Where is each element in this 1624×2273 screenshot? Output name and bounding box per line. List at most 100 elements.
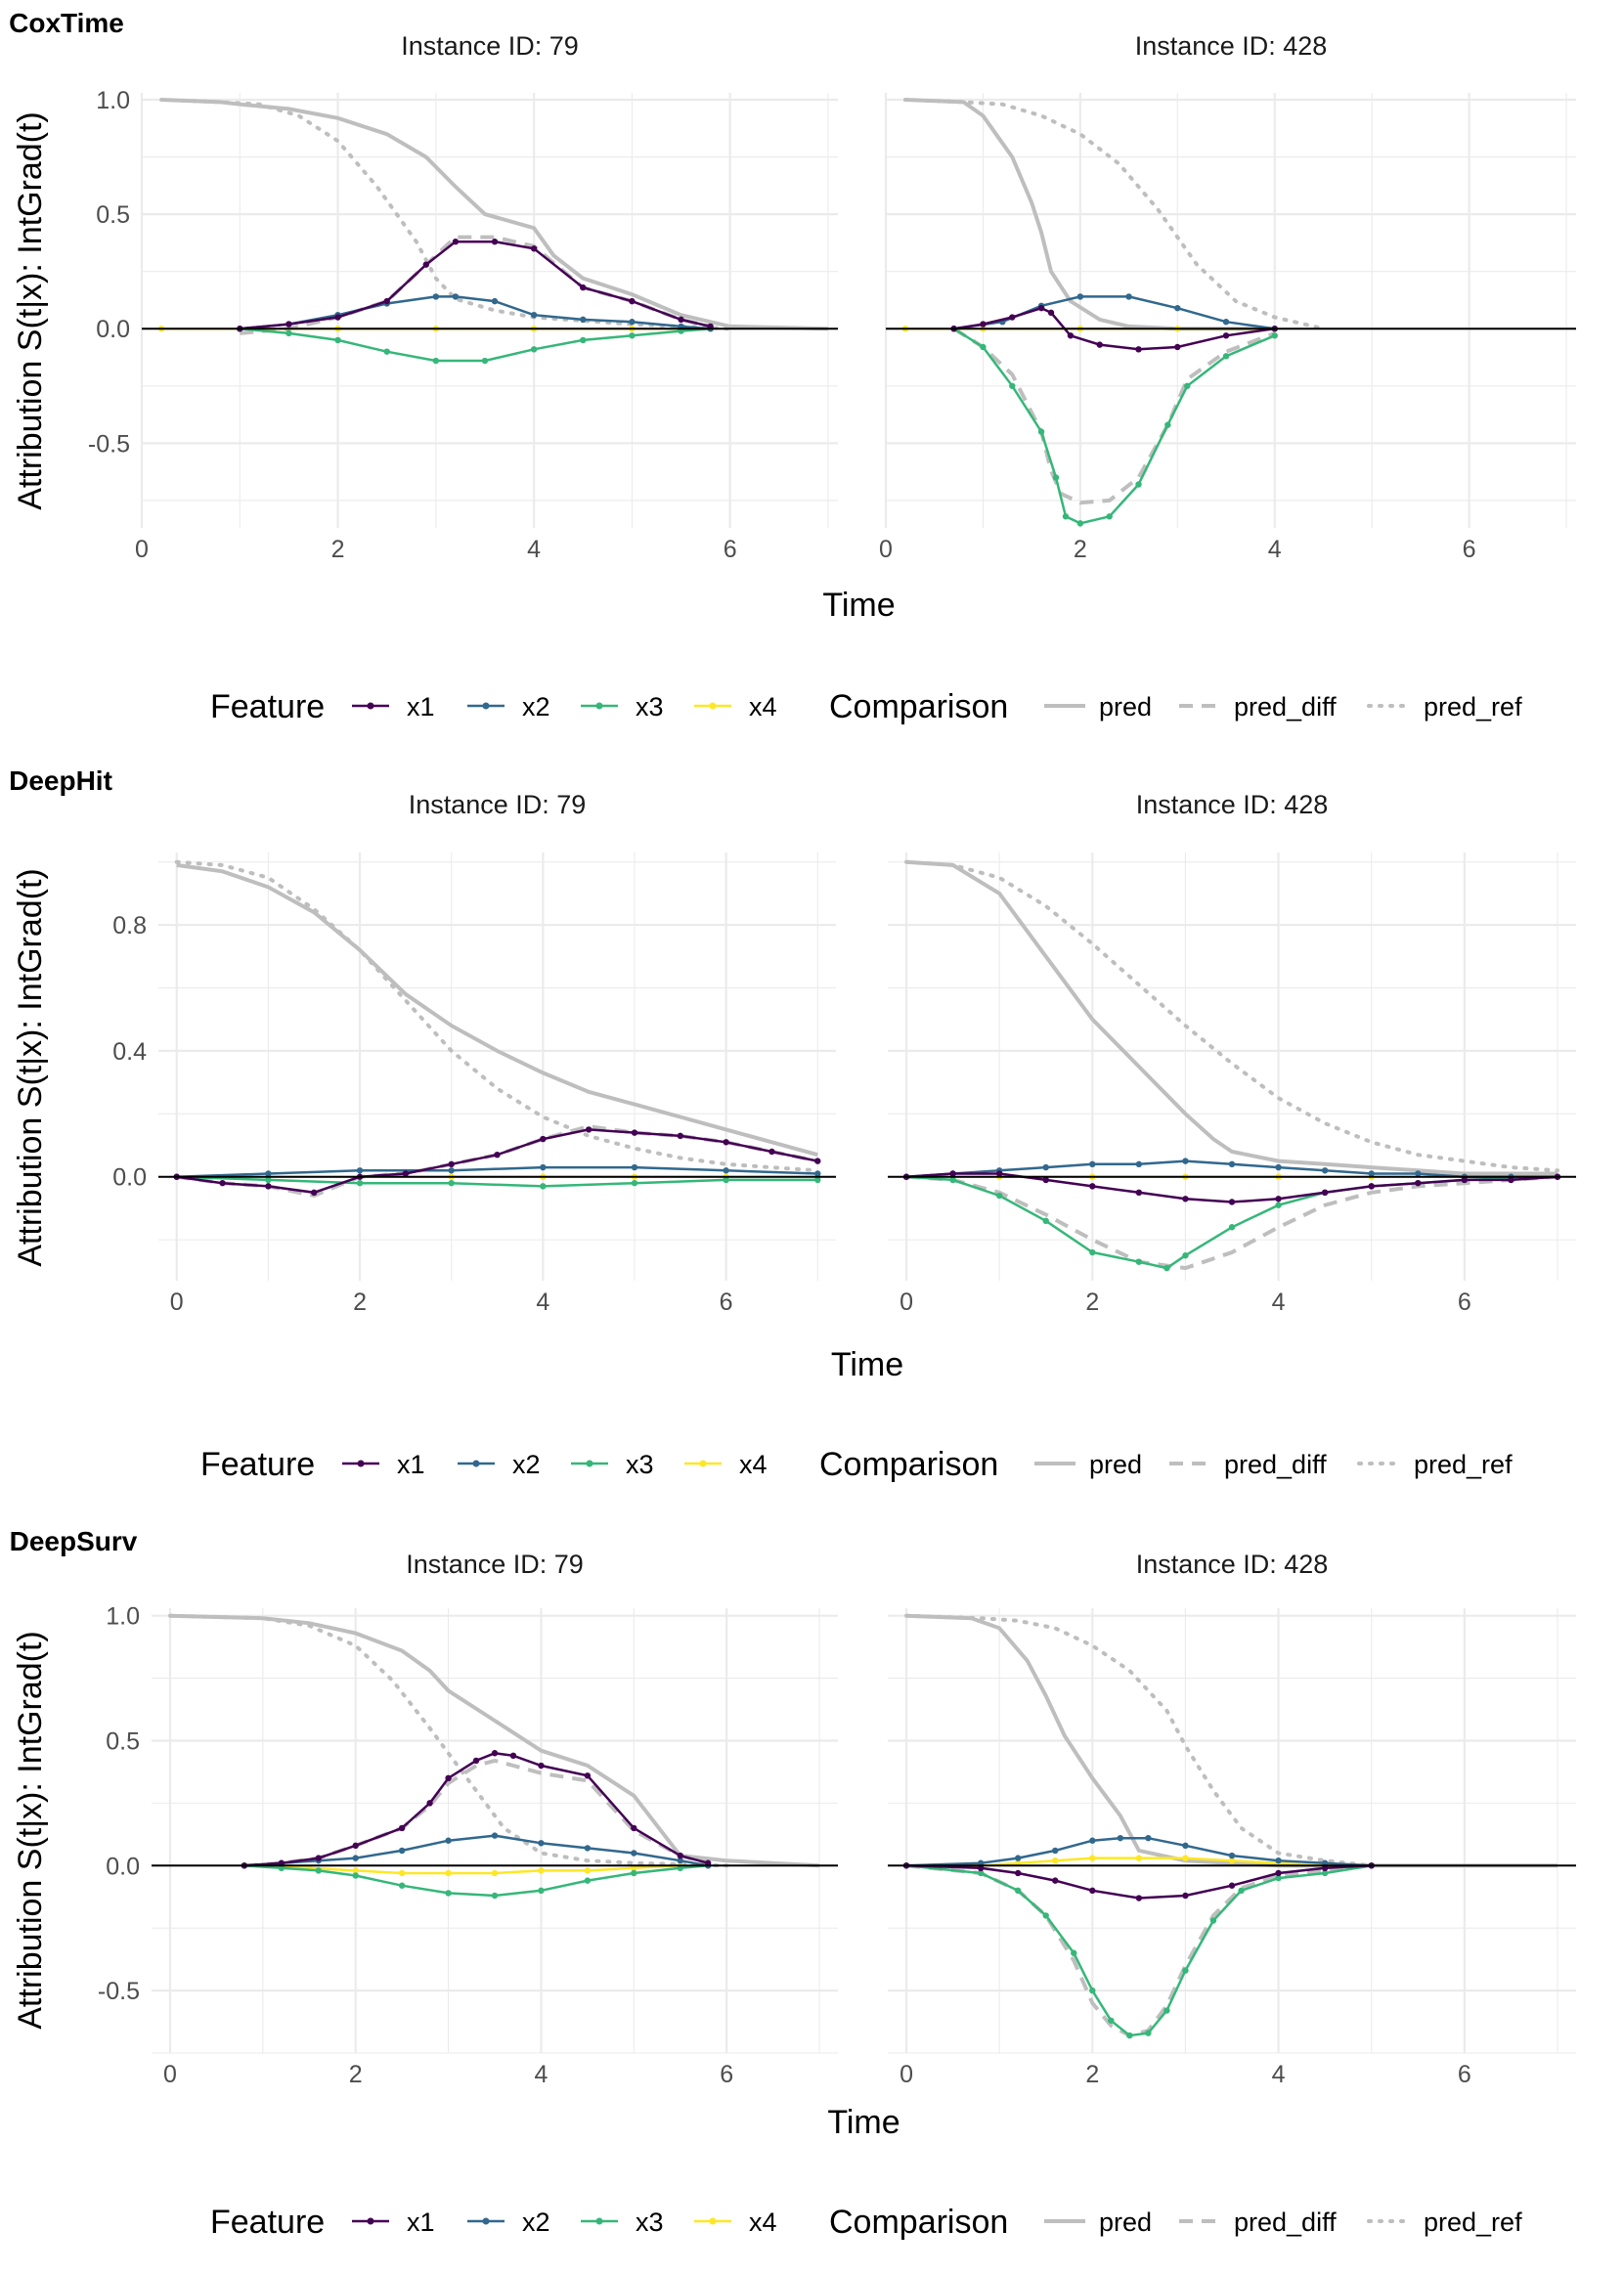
legend-label-pred_ref: pred_ref bbox=[1424, 692, 1522, 721]
y-tick-label: 0.0 bbox=[112, 1164, 147, 1192]
legend-key-point-x3 bbox=[595, 702, 603, 710]
point-x3 bbox=[1089, 1248, 1096, 1256]
x-tick-label: 6 bbox=[724, 536, 737, 563]
point-x1 bbox=[995, 1170, 1003, 1177]
legend-label-x2: x2 bbox=[522, 692, 550, 721]
point-x2 bbox=[1222, 319, 1230, 326]
point-x2 bbox=[1174, 304, 1181, 312]
x-tick-label: 2 bbox=[331, 536, 345, 563]
series-line-x2 bbox=[176, 1165, 818, 1178]
x-tick-label: 4 bbox=[527, 536, 541, 563]
legend-label-x2: x2 bbox=[512, 1450, 541, 1479]
point-x1 bbox=[448, 1160, 455, 1168]
point-x3 bbox=[352, 1872, 359, 1879]
point-x2 bbox=[1076, 293, 1084, 300]
point-x1 bbox=[1174, 343, 1181, 351]
series-line-x1 bbox=[176, 1128, 818, 1195]
point-x1 bbox=[472, 1757, 480, 1765]
point-x2 bbox=[1135, 1160, 1143, 1168]
legend: Feature x1 x2 x3 x4 Comparison pred pred_diff pr… bbox=[210, 688, 1522, 725]
x-tick-label: 2 bbox=[349, 2061, 363, 2088]
point-x3 bbox=[265, 1176, 272, 1184]
point-x1 bbox=[491, 239, 499, 245]
series-line-x3 bbox=[905, 1864, 1372, 2037]
point-x1 bbox=[219, 1179, 226, 1187]
y-axis-title: Attribution S(t|x): IntGrad(t) bbox=[12, 1631, 49, 2030]
series-line-pred bbox=[905, 859, 1558, 1176]
point-x3 bbox=[1238, 1887, 1245, 1895]
point-x3 bbox=[285, 329, 292, 337]
legend-key-point-x2 bbox=[482, 2217, 490, 2225]
point-x1 bbox=[1228, 1882, 1236, 1889]
legend-label-x3: x3 bbox=[636, 2207, 664, 2237]
point-x3 bbox=[995, 1192, 1003, 1200]
x-tick-label: 2 bbox=[1074, 536, 1087, 563]
point-x3 bbox=[631, 1179, 638, 1187]
point-x3 bbox=[1163, 1264, 1170, 1272]
point-x1 bbox=[1415, 1179, 1422, 1187]
y-tick-label: 0.5 bbox=[106, 1727, 140, 1755]
point-x3 bbox=[1135, 1258, 1143, 1265]
point-x2 bbox=[629, 319, 636, 326]
point-x1 bbox=[1275, 1196, 1282, 1202]
facet-label: Instance ID: 428 bbox=[1136, 1550, 1329, 1579]
legend-label-pred_diff: pred_diff bbox=[1234, 2207, 1337, 2237]
point-x4 bbox=[398, 1869, 406, 1877]
point-x2 bbox=[1228, 1852, 1236, 1859]
legend-label-pred: pred bbox=[1099, 2207, 1152, 2237]
point-x4 bbox=[1228, 1857, 1236, 1864]
point-x1 bbox=[1052, 1877, 1059, 1884]
point-x3 bbox=[383, 348, 390, 355]
point-x1 bbox=[452, 239, 460, 245]
point-x2 bbox=[265, 1170, 272, 1177]
facet-1: Instance ID: 79 0 2 4 6 0.8 0.4 0.0 bbox=[112, 790, 836, 1316]
point-x3 bbox=[1037, 428, 1045, 435]
point-x1 bbox=[383, 297, 390, 305]
x-tick-label: 4 bbox=[536, 1289, 549, 1316]
series-line-pred bbox=[904, 98, 1275, 331]
point-x4 bbox=[445, 1869, 452, 1877]
legend-key-point-x1 bbox=[357, 1460, 365, 1467]
point-x4 bbox=[1135, 1855, 1143, 1861]
chart-title: CoxTime bbox=[9, 8, 124, 38]
legend-key-point-x2 bbox=[472, 1460, 480, 1467]
legend-key-point-x4 bbox=[709, 2217, 717, 2225]
point-x2 bbox=[1014, 1855, 1022, 1861]
y-tick-label: 0.4 bbox=[112, 1038, 147, 1066]
point-x3 bbox=[584, 1877, 592, 1884]
point-x3 bbox=[1182, 1967, 1189, 1974]
x-axis-title: Time bbox=[827, 2104, 900, 2141]
chart-deephit: DeepHit Attribution S(t|x): IntGrad(t) Ins… bbox=[9, 765, 1576, 1483]
legend-comparison-title: Comparison bbox=[829, 688, 1008, 725]
y-tick-label: 0.0 bbox=[106, 1853, 140, 1880]
point-x2 bbox=[631, 1163, 638, 1171]
point-x2 bbox=[530, 311, 538, 319]
point-x2 bbox=[1042, 1163, 1049, 1171]
series-line-pred bbox=[176, 862, 818, 1158]
point-x1 bbox=[538, 1762, 545, 1770]
legend-label-x4: x4 bbox=[749, 692, 777, 721]
point-x1 bbox=[398, 1824, 406, 1832]
point-x3 bbox=[1062, 513, 1070, 520]
x-tick-label: 4 bbox=[1272, 1289, 1286, 1316]
point-x1 bbox=[530, 245, 538, 252]
point-x3 bbox=[1222, 353, 1230, 360]
point-x3 bbox=[629, 332, 636, 339]
point-x1 bbox=[1096, 341, 1103, 348]
series-line-x3 bbox=[240, 327, 711, 363]
point-x3 bbox=[1321, 1869, 1329, 1877]
legend-feature-title: Feature bbox=[210, 2204, 325, 2241]
x-tick-label: 4 bbox=[1268, 536, 1282, 563]
point-x1 bbox=[631, 1824, 637, 1832]
point-x1 bbox=[494, 1151, 501, 1158]
point-x3 bbox=[1271, 332, 1278, 339]
legend-label-pred: pred bbox=[1099, 692, 1152, 721]
point-x3 bbox=[1089, 1987, 1096, 1994]
point-x3 bbox=[540, 1183, 547, 1190]
y-axis-title: Attribution S(t|x): IntGrad(t) bbox=[12, 868, 49, 1267]
facet-label: Instance ID: 428 bbox=[1135, 31, 1328, 61]
facet-label: Instance ID: 79 bbox=[401, 31, 579, 61]
point-x1 bbox=[402, 1170, 410, 1177]
x-axis-title: Time bbox=[831, 1346, 903, 1383]
chart-coxtime: CoxTime Attribution S(t|x): IntGrad(t) Ins… bbox=[9, 8, 1576, 725]
